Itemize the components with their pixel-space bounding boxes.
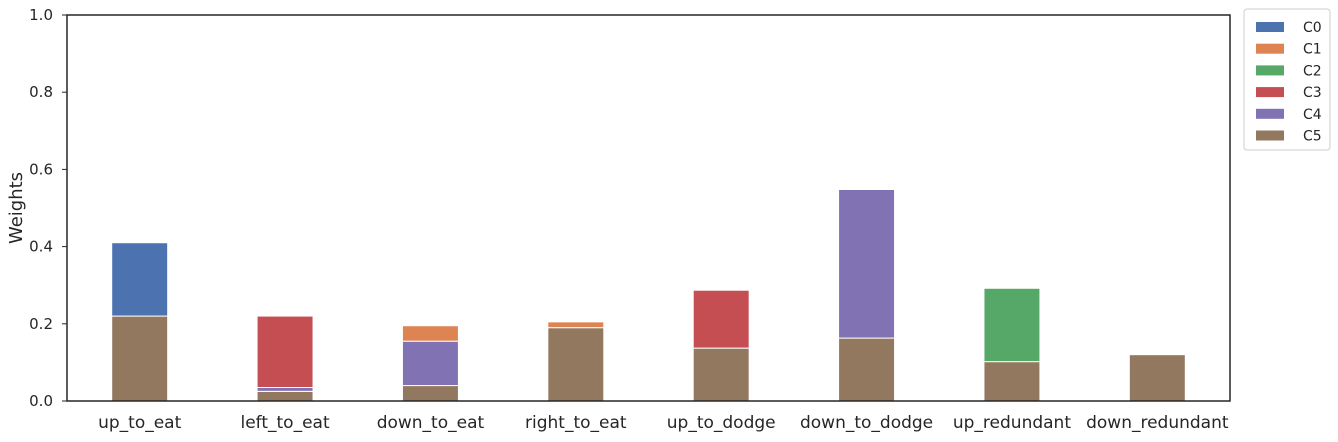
x-axis: up_to_eat left_to_eat down_to_eat right_to_… — [98, 413, 1229, 433]
y-tick-label: 0.8 — [29, 83, 53, 101]
bar-segment-c4-down-to-eat — [401, 340, 459, 387]
bar-segment-c4-left-to-eat — [256, 386, 314, 392]
bar-segment-c5-down-redundant — [1128, 354, 1186, 402]
bar-segment-c5-left-to-eat — [256, 390, 314, 402]
y-tick-label: 0.6 — [29, 160, 53, 178]
legend: C0 C1 C2 C3 C4 C5 — [1243, 8, 1331, 151]
bar-segment-c3-left-to-eat — [256, 315, 314, 388]
bar-segment-c0-up-to-eat — [111, 242, 169, 317]
legend-swatch-c4 — [1256, 108, 1284, 119]
legend-label-c2: C2 — [1303, 63, 1322, 79]
x-tick-label: right_to_eat — [525, 413, 627, 433]
legend-label-c3: C3 — [1303, 85, 1322, 101]
bar-segment-c5-down-to-eat — [401, 385, 459, 402]
bar-segment-c5-up-to-dodge — [692, 347, 750, 402]
x-tick-label: up_to_eat — [98, 413, 182, 433]
x-tick-label: down_redundant — [1086, 413, 1229, 433]
legend-swatch-c5 — [1256, 130, 1284, 141]
legend-swatch-c0 — [1256, 22, 1284, 32]
x-tick-label: down_to_dodge — [800, 413, 933, 433]
legend-label-c0: C0 — [1303, 20, 1322, 36]
bar-segment-c5-right-to-eat — [547, 327, 605, 402]
bar-segment-c5-down-to-dodge — [838, 337, 896, 402]
bar-segment-c2-up-redundant — [983, 287, 1041, 363]
legend-label-c4: C4 — [1303, 107, 1322, 123]
y-tick-label: 0.2 — [29, 315, 53, 333]
legend-swatch-c3 — [1256, 87, 1284, 98]
y-axis-label: Weights — [6, 172, 27, 244]
x-tick-label: left_to_eat — [240, 413, 329, 433]
bar-segment-c1-down-to-eat — [401, 325, 459, 342]
legend-label-c1: C1 — [1303, 42, 1322, 58]
y-tick-label: 1.0 — [29, 6, 53, 24]
bar-segment-c4-down-to-dodge — [838, 188, 896, 339]
bar-segment-c1-right-to-eat — [547, 321, 605, 329]
x-tick-label: up_to_dodge — [667, 413, 776, 433]
legend-swatch-c1 — [1256, 43, 1284, 54]
plot-frame — [66, 14, 1231, 402]
y-tick-label: 0.0 — [29, 392, 53, 410]
y-axis: 0.0 0.2 0.4 0.6 0.8 1.0 — [29, 6, 67, 410]
bar-segment-c5-up-redundant — [983, 361, 1041, 402]
legend-swatch-c2 — [1256, 65, 1284, 76]
x-tick-label: up_redundant — [953, 413, 1071, 433]
x-tick-label: down_to_eat — [377, 413, 485, 433]
bar-segment-c5-up-to-eat — [111, 315, 169, 402]
y-tick-label: 0.4 — [29, 238, 53, 256]
legend-label-c5: C5 — [1303, 129, 1322, 145]
bar-segment-c3-up-to-dodge — [692, 289, 750, 349]
bars-layer — [111, 188, 1186, 402]
